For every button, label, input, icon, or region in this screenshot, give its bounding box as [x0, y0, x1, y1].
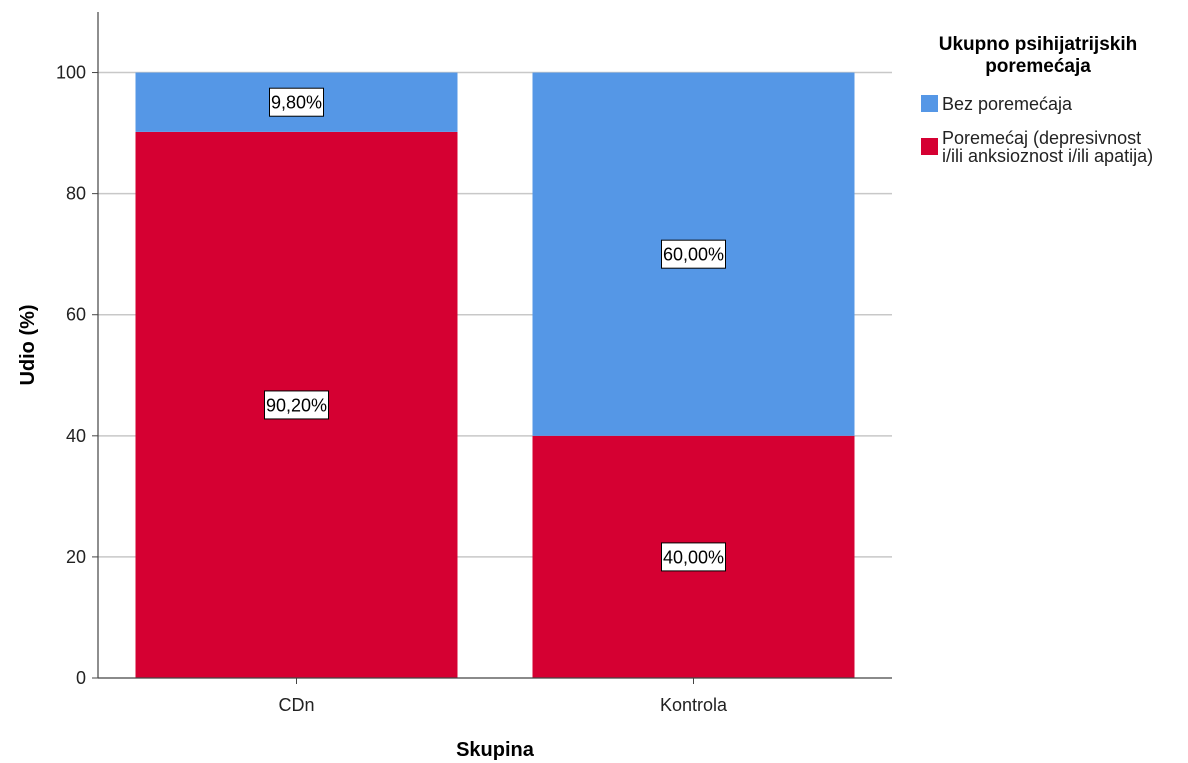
y-tick-label: 100: [56, 63, 86, 83]
data-label-box: [269, 87, 324, 117]
legend-label: Poremećaj (depresivnost: [942, 128, 1141, 148]
data-label: 90,20%: [266, 395, 327, 415]
data-labels: 90,20% 9,80% 40,00% 60,00%: [264, 87, 726, 572]
axes: 0 20 40 60 80 100 CDn Kontrola: [56, 12, 892, 715]
data-label-box: [264, 390, 329, 420]
legend-title: Ukupno psihijatrijskih: [939, 34, 1137, 55]
legend-label: i/ili anksioznost i/ili apatija): [942, 146, 1153, 166]
legend-swatch: [921, 95, 938, 112]
legend-swatch: [921, 138, 938, 155]
y-tick-label: 20: [66, 547, 86, 567]
y-tick-label: 40: [66, 426, 86, 446]
y-tick-label: 80: [66, 184, 86, 204]
legend-label: Bez poremećaja: [942, 94, 1073, 114]
data-label-box: [661, 239, 726, 269]
bars: [135, 72, 855, 678]
x-tick-label: Kontrola: [660, 695, 728, 715]
x-axis-title: Skupina: [456, 739, 535, 761]
x-tick-label: CDn: [278, 695, 314, 715]
y-tick-label: 60: [66, 305, 86, 325]
y-tick-label: 0: [76, 668, 86, 688]
data-label: 9,80%: [271, 93, 322, 113]
data-label: 60,00%: [663, 245, 724, 265]
data-label: 40,00%: [663, 547, 724, 567]
y-axis-title: Udio (%): [17, 304, 39, 385]
data-label-box: [661, 542, 726, 572]
legend-title: poremećaja: [985, 56, 1091, 77]
